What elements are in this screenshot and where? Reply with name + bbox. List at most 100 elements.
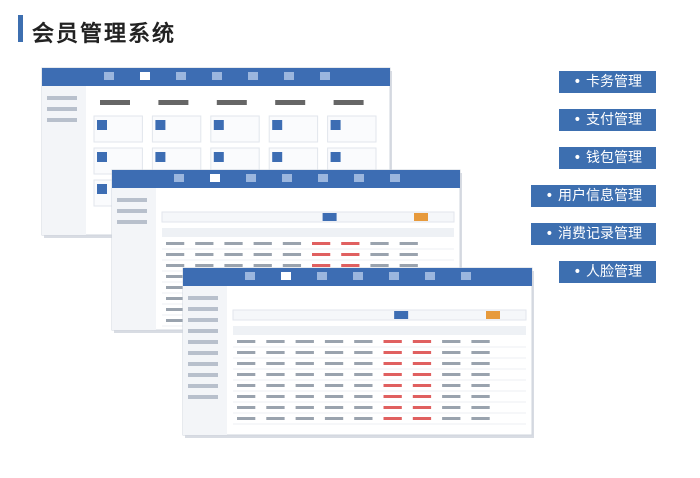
cell xyxy=(312,264,331,267)
cell xyxy=(295,340,314,343)
card-icon xyxy=(155,120,166,130)
cell xyxy=(399,242,418,245)
cell xyxy=(412,373,432,376)
nav-icon xyxy=(317,272,327,280)
sidebar-item xyxy=(188,362,218,366)
cell xyxy=(412,384,432,387)
cell xyxy=(471,362,490,365)
cell xyxy=(383,351,402,354)
cell xyxy=(166,253,185,256)
cell xyxy=(253,242,272,245)
cell xyxy=(471,351,490,354)
cell xyxy=(354,395,373,398)
cell xyxy=(383,384,402,387)
cell xyxy=(471,373,490,376)
card-icon xyxy=(330,120,341,130)
feature-button[interactable]: • 人脸管理 xyxy=(559,261,656,283)
cell xyxy=(471,395,490,398)
cell xyxy=(412,417,432,420)
cell xyxy=(442,406,461,409)
cell xyxy=(442,417,461,420)
cell xyxy=(341,264,360,267)
cell xyxy=(471,406,490,409)
cell xyxy=(295,384,314,387)
page-title: 会员管理系统 xyxy=(32,22,177,47)
sidebar-item xyxy=(188,318,218,322)
cell xyxy=(195,242,214,245)
cell xyxy=(237,406,256,409)
nav-icon xyxy=(320,72,330,80)
feature-button[interactable]: • 卡务管理 xyxy=(559,71,656,93)
search-btn xyxy=(322,213,337,221)
cell xyxy=(266,395,285,398)
table-head xyxy=(233,326,526,335)
feature-button[interactable]: • 用户信息管理 xyxy=(531,185,656,207)
cell xyxy=(354,417,373,420)
nav-icon xyxy=(104,72,114,80)
cell xyxy=(324,395,344,398)
action-btn xyxy=(486,311,500,319)
feature-button[interactable]: • 消费记录管理 xyxy=(531,223,656,245)
cell xyxy=(166,319,185,322)
cell xyxy=(166,242,185,245)
cell xyxy=(383,362,402,365)
cell xyxy=(166,308,185,311)
cell xyxy=(412,362,432,365)
card-icon xyxy=(97,184,107,194)
cell xyxy=(354,384,373,387)
card-icon xyxy=(272,120,283,130)
action-btn xyxy=(414,213,428,221)
cell xyxy=(324,362,344,365)
cell xyxy=(295,373,314,376)
cell xyxy=(237,384,256,387)
cell xyxy=(295,417,314,420)
sidebar-item xyxy=(47,118,77,122)
cell xyxy=(324,373,344,376)
cell xyxy=(266,406,285,409)
column-title xyxy=(275,100,306,105)
cell xyxy=(354,406,373,409)
cell xyxy=(324,417,344,420)
feature-button[interactable]: • 钱包管理 xyxy=(559,147,656,169)
nav-icon xyxy=(210,174,220,182)
cell xyxy=(471,340,490,343)
sidebar-item xyxy=(47,96,77,100)
cell xyxy=(442,351,461,354)
cell xyxy=(266,362,285,365)
nav-icon xyxy=(284,72,294,80)
cell xyxy=(354,362,373,365)
cell xyxy=(471,417,490,420)
card-icon xyxy=(213,152,224,162)
cell xyxy=(224,253,243,256)
cell xyxy=(383,340,402,343)
cell xyxy=(412,351,432,354)
cell xyxy=(282,253,302,256)
cell xyxy=(237,362,256,365)
nav-icon xyxy=(248,72,258,80)
sidebar-item xyxy=(117,209,147,213)
sidebar-item xyxy=(188,296,218,300)
cell xyxy=(266,417,285,420)
search-btn xyxy=(394,311,409,319)
sidebar-item xyxy=(188,307,218,311)
cell xyxy=(312,242,331,245)
cell xyxy=(383,395,402,398)
nav-icon xyxy=(390,174,400,182)
sidebar-item xyxy=(188,329,218,333)
feature-button[interactable]: • 支付管理 xyxy=(559,109,656,131)
cell xyxy=(442,362,461,365)
card-icon xyxy=(213,120,224,130)
cell xyxy=(399,253,418,256)
cell xyxy=(237,373,256,376)
column-title xyxy=(333,100,364,105)
cell xyxy=(370,242,389,245)
cell xyxy=(295,362,314,365)
nav-icon xyxy=(245,272,255,280)
nav-icon xyxy=(246,174,256,182)
cell xyxy=(237,395,256,398)
column-title xyxy=(216,100,247,105)
nav-icon xyxy=(318,174,328,182)
nav-icon xyxy=(281,272,291,280)
cell xyxy=(253,253,272,256)
